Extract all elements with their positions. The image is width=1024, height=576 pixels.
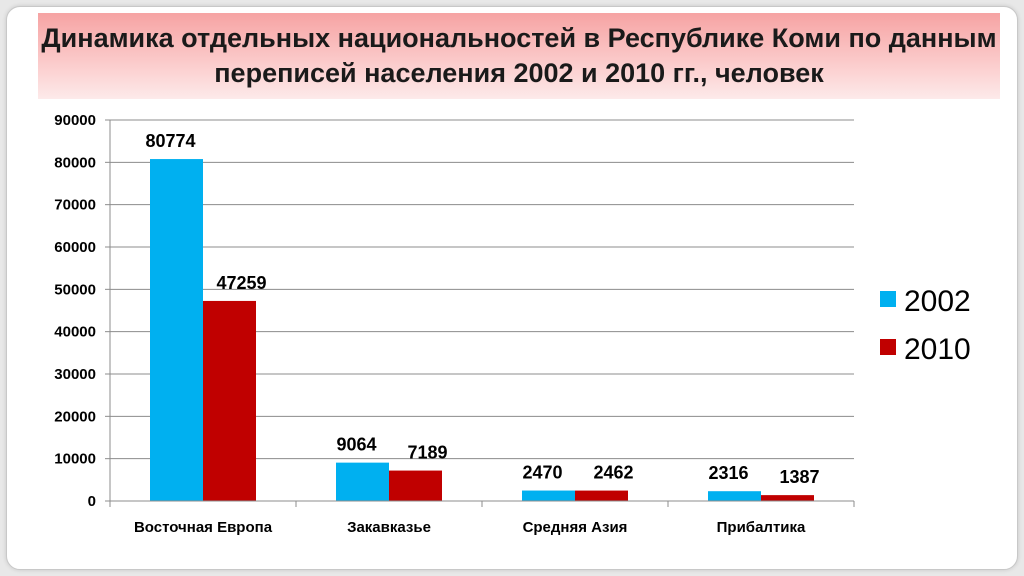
y-tick-label: 0 xyxy=(88,493,96,510)
y-tick-label: 20000 xyxy=(54,408,96,425)
y-tick-label: 90000 xyxy=(54,112,96,129)
y-tick-label: 80000 xyxy=(54,154,96,171)
data-label: 2470 xyxy=(522,463,562,483)
bar-2010-0 xyxy=(203,300,256,501)
data-label: 1387 xyxy=(779,467,819,487)
x-category-label: Средняя Азия xyxy=(523,519,628,536)
data-label: 2462 xyxy=(593,463,633,483)
legend-label: 2010 xyxy=(904,333,971,366)
data-labels: 80774 47259 9064 7189 2470 2462 2316 1387 xyxy=(145,131,819,487)
bar-2010-1 xyxy=(389,470,442,501)
data-label: 2316 xyxy=(708,463,748,483)
legend-swatch-2002 xyxy=(880,291,896,307)
bar-2002-1 xyxy=(336,462,389,501)
y-tick-label: 40000 xyxy=(54,324,96,341)
x-category-label: Прибалтика xyxy=(717,519,806,536)
chart-title: Динамика отдельных национальностей в Рес… xyxy=(41,23,997,88)
data-label: 9064 xyxy=(336,435,376,455)
y-tick-label: 10000 xyxy=(54,451,96,468)
data-label: 80774 xyxy=(145,131,195,151)
bars xyxy=(150,159,814,501)
bar-2010-2 xyxy=(575,490,628,501)
bar-2002-3 xyxy=(708,491,761,501)
bar-2002-2 xyxy=(522,490,575,501)
legend-label: 2002 xyxy=(904,285,971,318)
data-label: 7189 xyxy=(407,443,447,463)
y-tick-label: 70000 xyxy=(54,197,96,214)
y-tick-label: 60000 xyxy=(54,239,96,256)
bar-2002-0 xyxy=(150,159,203,501)
legend: 2002 2010 xyxy=(880,285,971,366)
y-tick-label: 50000 xyxy=(54,281,96,298)
bar-2010-3 xyxy=(761,495,814,501)
data-label: 47259 xyxy=(216,273,266,293)
chart-title-box: Динамика отдельных национальностей в Рес… xyxy=(38,13,1000,99)
y-axis: 0 10000 20000 30000 40000 50000 60000 70000 8000… xyxy=(54,112,111,510)
x-category-label: Восточная Европа xyxy=(134,519,273,536)
legend-swatch-2010 xyxy=(880,339,896,355)
x-category-label: Закавказье xyxy=(347,519,431,536)
y-tick-label: 30000 xyxy=(54,366,96,383)
x-axis: Восточная Европа Закавказье Средняя Азия Пр… xyxy=(109,500,855,536)
